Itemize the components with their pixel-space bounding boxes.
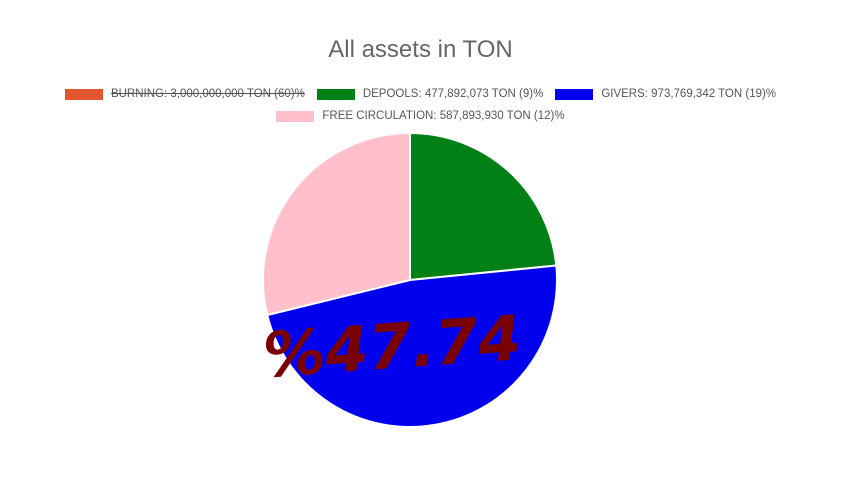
legend-item-burning[interactable]: BURNING: 3,000,000,000 TON (60)% <box>64 88 305 100</box>
legend-label-depools: DEPOOLS: 477,892,073 TON (9)% <box>362 88 544 100</box>
pie-slice-givers[interactable] <box>266 264 558 428</box>
pie-slice-depools[interactable] <box>409 131 558 282</box>
handwritten-annotation: %47.74 <box>261 301 524 392</box>
legend-label-burning: BURNING: 3,000,000,000 TON (60)% <box>110 88 305 100</box>
legend-swatch-burning <box>64 88 103 100</box>
legend-row-1: BURNING: 3,000,000,000 TON (60)% DEPOOLS… <box>0 88 841 100</box>
chart-title: All assets in TON <box>328 36 513 63</box>
legend-row-2: FREE CIRCULATION: 587,893,930 TON (12)% <box>0 110 841 122</box>
legend-label-givers: GIVERS: 973,769,342 TON (19)% <box>601 88 777 100</box>
legend-swatch-depools <box>316 88 355 100</box>
pie-slice-free-circulation[interactable] <box>262 131 411 317</box>
legend-label-free-circulation: FREE CIRCULATION: 587,893,930 TON (12)% <box>322 110 565 122</box>
legend-swatch-free-circulation <box>276 110 315 122</box>
legend-item-givers[interactable]: GIVERS: 973,769,342 TON (19)% <box>555 88 776 100</box>
legend-item-depools[interactable]: DEPOOLS: 477,892,073 TON (9)% <box>316 88 544 100</box>
legend-item-free-circulation[interactable]: FREE CIRCULATION: 587,893,930 TON (12)% <box>276 110 565 122</box>
legend-swatch-givers <box>555 88 594 100</box>
